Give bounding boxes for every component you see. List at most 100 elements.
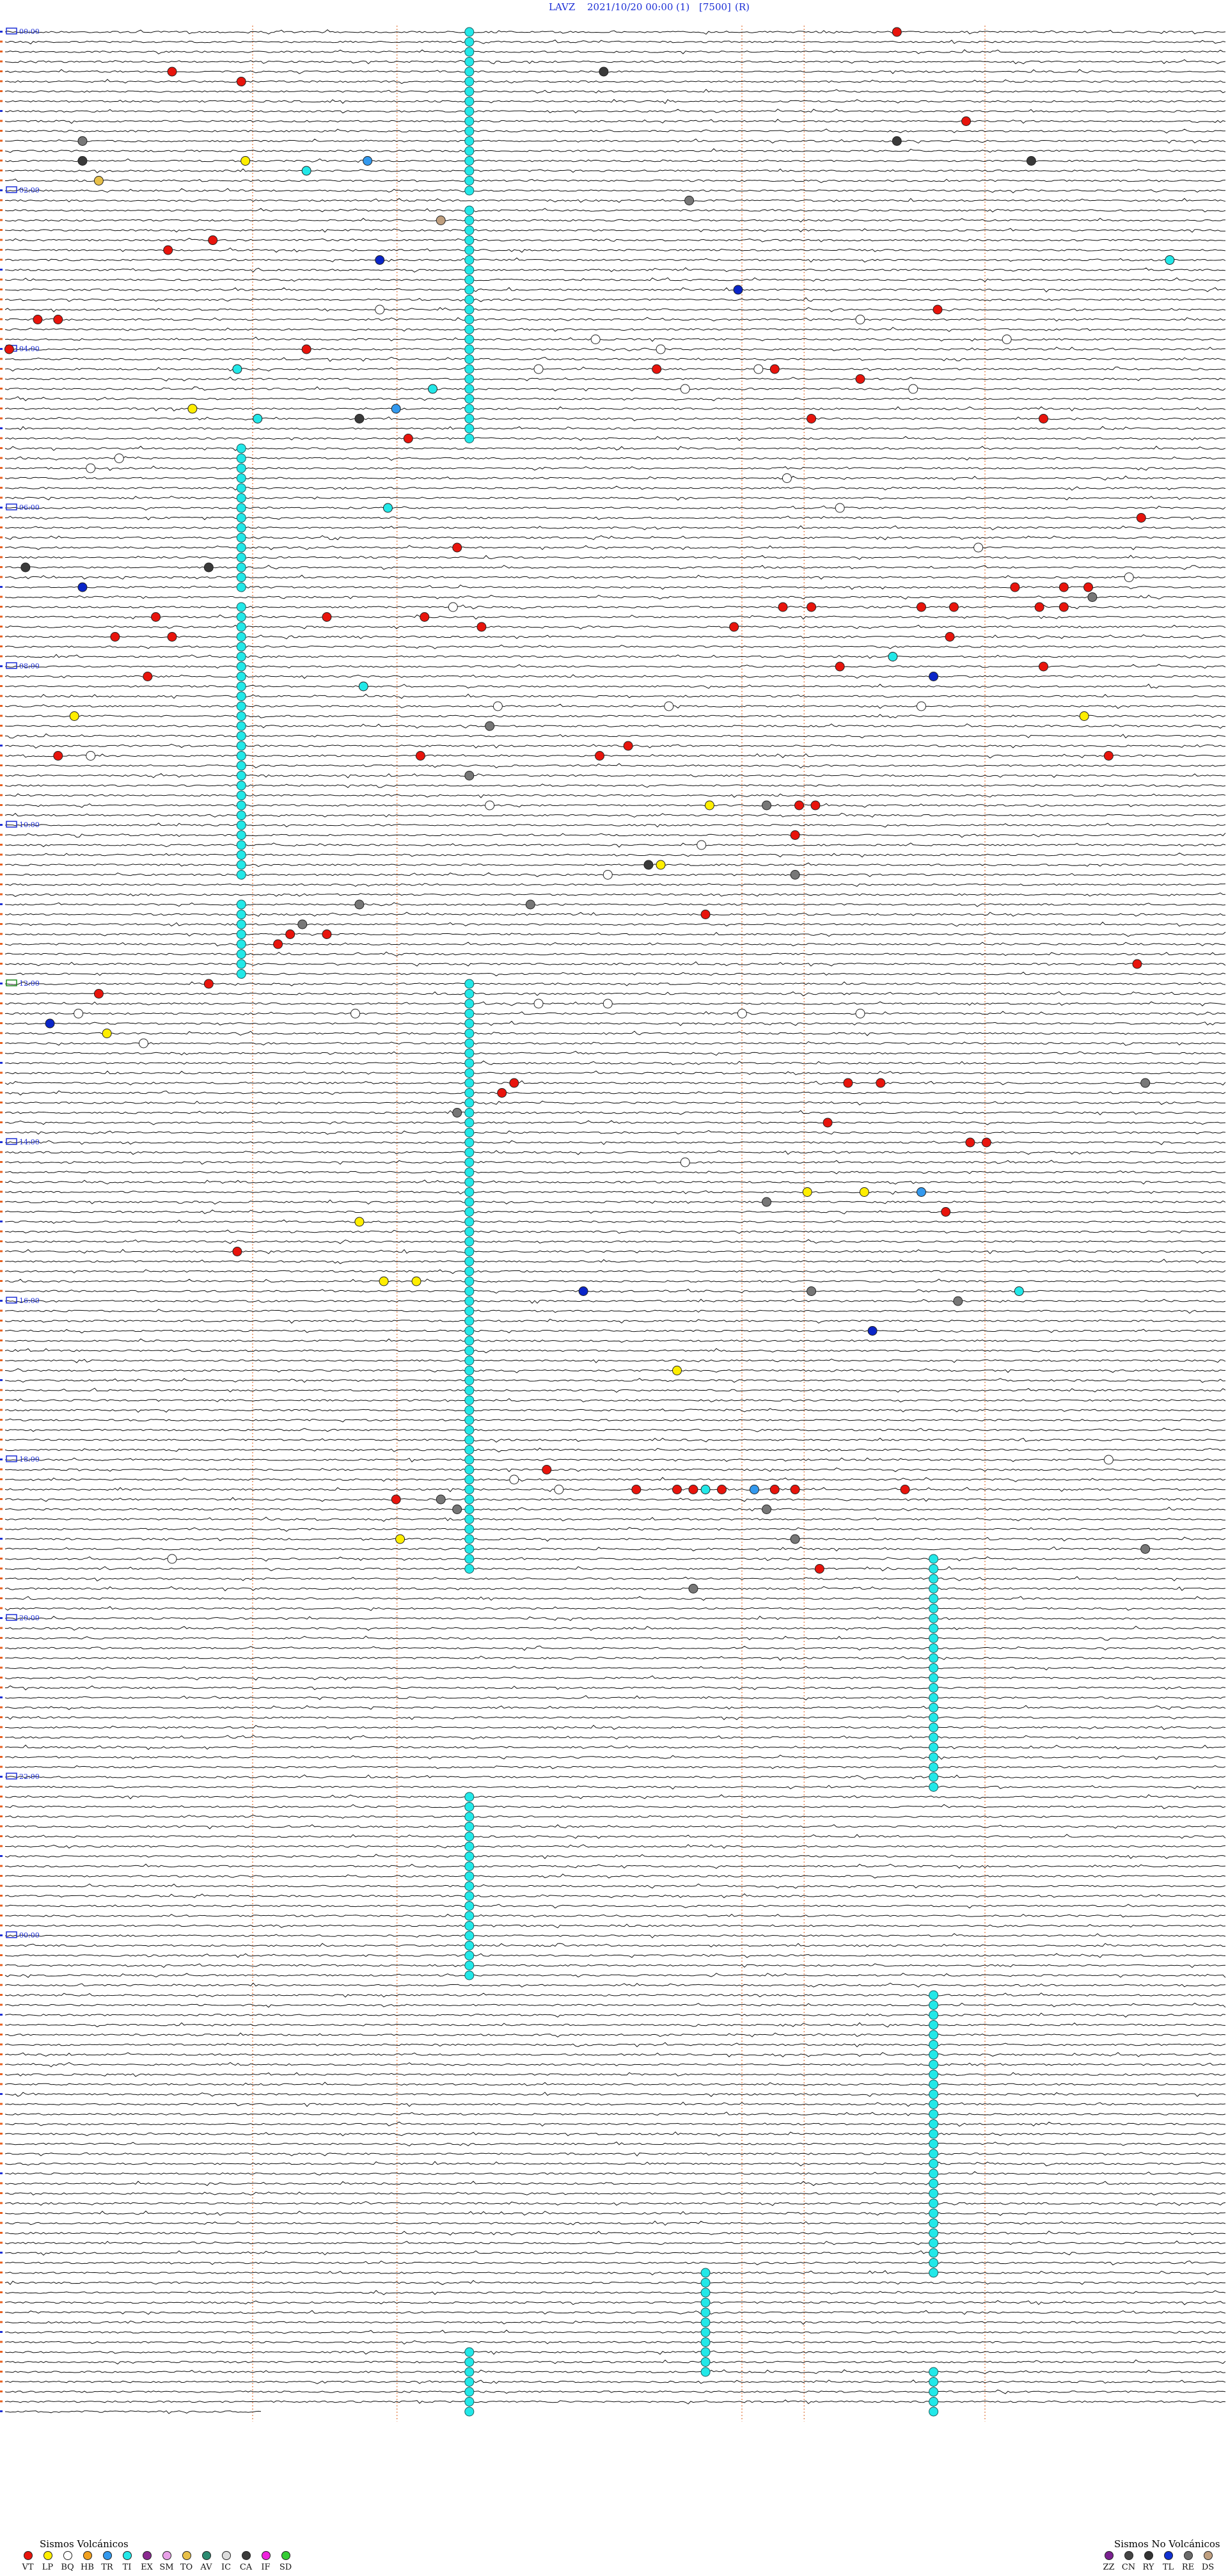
ti-marker (929, 2406, 939, 2417)
trace-row (4, 516, 1226, 521)
ti-marker (929, 1693, 939, 1703)
trace-row (4, 2131, 1226, 2137)
row-tick (0, 2261, 3, 2264)
trace-row (4, 356, 1226, 362)
header-scale: [7500] (699, 1, 731, 13)
row-tick (0, 626, 3, 628)
trace-row (4, 1924, 1226, 1929)
ti-marker (464, 116, 475, 126)
trace-row (4, 1824, 1226, 1829)
trace-row (4, 2340, 1226, 2345)
ti-marker (929, 1613, 939, 1624)
row-tick (0, 952, 3, 955)
event-marker (420, 612, 430, 622)
row-tick (0, 377, 3, 380)
ti-marker (929, 1593, 939, 1604)
row-tick (0, 2371, 3, 2373)
event-marker (1103, 1455, 1114, 1465)
legend-code: TR (101, 2563, 113, 2572)
row-tick (0, 655, 3, 658)
row-tick (0, 1082, 3, 1084)
trace-row (4, 1239, 1226, 1244)
event-marker (790, 1534, 800, 1544)
row-tick (0, 2192, 3, 2194)
event-marker (240, 156, 251, 166)
event-marker (1124, 573, 1134, 582)
row-tick (0, 794, 3, 796)
ti-marker (464, 106, 475, 116)
row-tick (0, 1617, 3, 1619)
event-marker (74, 1009, 84, 1018)
trace-row (4, 2101, 1226, 2107)
event-marker (415, 751, 425, 761)
trace-row (4, 535, 1226, 541)
legend-item: RY (1138, 2551, 1158, 2572)
row-tick (0, 1181, 3, 1183)
event-marker (700, 910, 711, 919)
ti-marker (700, 2327, 711, 2337)
event-marker (1136, 513, 1146, 523)
trace-row (4, 2359, 1226, 2365)
trace-row (4, 2022, 1226, 2028)
event-marker (888, 652, 898, 661)
ti-marker (929, 1604, 939, 1613)
row-tick (0, 2014, 3, 2016)
trace-row (4, 2012, 1226, 2018)
ti-marker (464, 186, 475, 196)
row-tick (0, 1091, 3, 1094)
event-marker (623, 741, 633, 751)
row-tick (0, 328, 3, 330)
ti-marker (929, 2010, 939, 2020)
ti-marker (929, 2050, 939, 2060)
ti-marker (464, 1554, 475, 1564)
row-tick (0, 1002, 3, 1004)
row-tick (0, 665, 3, 667)
trace-row (4, 2389, 1226, 2394)
trace-row (4, 872, 1226, 878)
ti-marker (464, 2387, 475, 2397)
legend-dot (142, 2551, 152, 2560)
row-tick (0, 1230, 3, 1233)
ti-marker (464, 86, 475, 97)
trace-row (5, 505, 1226, 510)
row-tick (0, 834, 3, 836)
event-marker (45, 1018, 55, 1029)
hour-label: 04:00 (19, 345, 40, 353)
ti-marker (929, 2060, 939, 2069)
event-marker (395, 1534, 405, 1544)
row-tick (0, 110, 3, 112)
row-tick (0, 1538, 3, 1540)
trace-row (4, 118, 1226, 124)
event-marker (965, 1137, 975, 1148)
trace-row (4, 1070, 1226, 1075)
ti-marker (464, 1505, 475, 1514)
ti-marker (236, 533, 246, 542)
trace-row (4, 1448, 1226, 1453)
trace-row (4, 1398, 1226, 1403)
event-marker (855, 315, 865, 324)
legend-code: TO (180, 2563, 193, 2572)
ti-marker (464, 1247, 475, 1256)
ti-marker (464, 1544, 475, 1554)
trace-row (4, 1180, 1226, 1185)
event-marker (403, 434, 413, 443)
event-marker (733, 285, 743, 295)
event-marker (981, 1137, 991, 1148)
event-marker (778, 602, 788, 612)
row-tick (0, 2341, 3, 2343)
event-marker (737, 1009, 747, 1018)
trace-row (4, 991, 1226, 997)
legend-code: CN (1121, 2563, 1136, 2572)
trace-row (4, 148, 1226, 153)
trace-row (4, 1695, 1226, 1701)
event-marker (509, 1474, 519, 1485)
row-tick (0, 883, 3, 885)
trace-row (4, 1437, 1226, 1443)
trace-row (4, 862, 1226, 867)
trace-row (4, 2181, 1226, 2186)
event-marker (599, 67, 609, 77)
ti-marker (236, 553, 246, 562)
event-marker (1165, 255, 1175, 265)
ti-marker (464, 1534, 475, 1544)
legend-item: EX (137, 2551, 157, 2572)
